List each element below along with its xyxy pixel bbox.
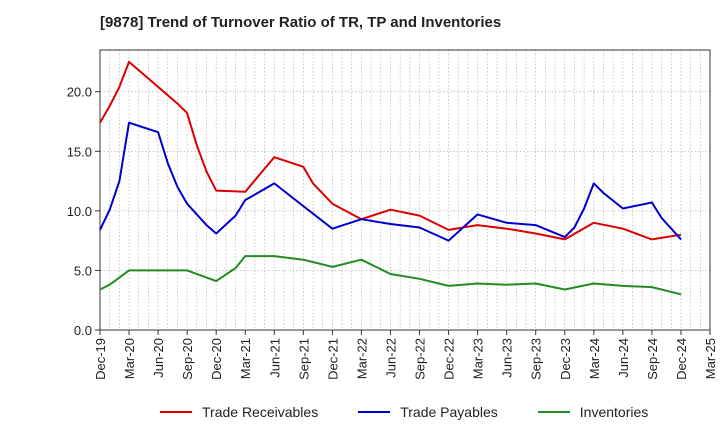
x-tick-label: Sep-23 [529,338,544,380]
legend-label: Trade Payables [400,404,498,420]
legend-swatch [160,411,192,413]
legend-swatch [358,411,391,413]
grid [99,50,711,331]
x-tick-label: Mar-25 [703,338,718,379]
y-tick-label: 10.0 [67,204,92,219]
x-tick-label: Jun-20 [151,338,166,378]
x-tick-label: Mar-23 [471,338,486,379]
x-tick-label: Jun-23 [500,338,515,378]
x-tick-label: Jun-21 [267,338,282,378]
x-tick-label: Dec-22 [442,338,457,380]
legend-item: Trade Payables [358,404,498,420]
y-tick-label: 15.0 [67,144,92,159]
y-tick-label: 20.0 [67,85,92,100]
legend-item: Inventories [537,404,649,420]
series-line-trade-payables [99,121,682,242]
legend-label: Inventories [579,404,649,420]
x-tick-label: Dec-23 [558,338,573,380]
x-tick-label: Sep-21 [296,338,311,380]
x-tick-label: Mar-20 [122,338,137,379]
plot-frame [99,49,711,331]
x-tick-label: Mar-21 [238,338,253,379]
x-tick-label: Sep-24 [645,338,660,380]
x-tick-label: Mar-22 [354,338,369,379]
chart-title: [9878] Trend of Turnover Ratio of TR, TP… [100,14,502,31]
series-lines [99,60,682,296]
y-tick-label: 5.0 [74,263,92,278]
y-tick-label: 0.0 [74,323,92,338]
x-tick-label: Dec-19 [93,338,108,380]
x-tick-label: Mar-24 [587,338,602,379]
x-tick-label: Jun-24 [616,338,631,378]
axes: 0.0 5.0 10.0 15.0 20.0 Dec-19 Mar-20 Jun-20 Sep-… [67,85,718,380]
x-tick-label: Jun-22 [383,338,398,378]
legend-item: Trade Receivables [160,404,318,420]
x-tick-label: Dec-20 [209,338,224,380]
series-line-trade-receivables [99,60,682,241]
x-tick-label: Dec-24 [674,338,689,380]
x-tick-label: Sep-20 [180,338,195,380]
legend-swatch [537,411,570,413]
legend-label: Trade Receivables [202,404,319,420]
x-tick-label: Sep-22 [413,338,428,380]
legend: Trade Receivables Trade Payables Inventori… [160,404,688,420]
x-tick-label: Dec-21 [325,338,340,380]
series-line-inventories [99,255,682,296]
